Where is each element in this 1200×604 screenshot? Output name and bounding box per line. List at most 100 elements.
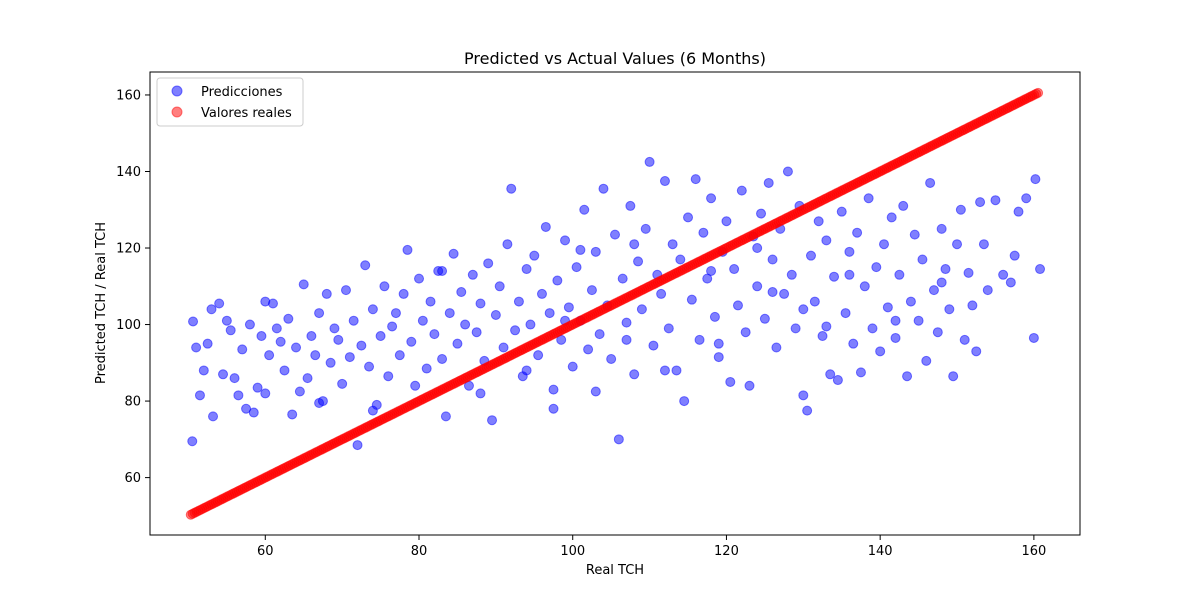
prediction-point [325, 357, 336, 368]
prediction-point [544, 308, 555, 319]
y-tick-label: 100 [116, 318, 141, 333]
prediction-point [314, 397, 325, 408]
prediction-point [563, 302, 574, 313]
prediction-point [817, 331, 828, 342]
prediction-point [579, 204, 590, 215]
y-tick-label: 160 [116, 88, 141, 103]
prediction-point [429, 329, 440, 340]
prediction-point [890, 332, 901, 343]
prediction-point [364, 361, 375, 372]
prediction-point [802, 405, 813, 416]
prediction-point [337, 378, 348, 389]
prediction-point [886, 212, 897, 223]
prediction-point [237, 344, 248, 355]
prediction-point [967, 300, 978, 311]
prediction-point [367, 304, 378, 315]
prediction-point [1005, 277, 1016, 288]
prediction-point [294, 386, 305, 397]
prediction-point [198, 365, 209, 376]
prediction-point [617, 273, 628, 284]
prediction-point [894, 269, 905, 280]
prediction-point [779, 288, 790, 299]
prediction-point [191, 342, 202, 353]
prediction-point [483, 258, 494, 269]
prediction-point [982, 285, 993, 296]
prediction-point [283, 313, 294, 324]
prediction-point [698, 227, 709, 238]
prediction-point [271, 323, 282, 334]
prediction-point [394, 350, 405, 361]
prediction-point [767, 287, 778, 298]
prediction-point [636, 304, 647, 315]
prediction-point [321, 288, 332, 299]
prediction-point [675, 254, 686, 265]
prediction-point [744, 380, 755, 391]
prediction-point [613, 434, 624, 445]
prediction-point [952, 239, 963, 250]
y-tick-label: 140 [116, 165, 141, 180]
prediction-point [955, 204, 966, 215]
prediction-point [456, 287, 467, 298]
prediction-point [1009, 250, 1020, 261]
prediction-point [475, 388, 486, 399]
prediction-point [683, 212, 694, 223]
prediction-point [798, 390, 809, 401]
x-tick-label: 100 [560, 544, 585, 559]
prediction-point [729, 264, 740, 275]
prediction-point [917, 254, 928, 265]
prediction-point [936, 223, 947, 234]
prediction-point [467, 269, 478, 280]
y-tick-label: 60 [124, 471, 141, 486]
prediction-point [836, 206, 847, 217]
prediction-point [548, 384, 559, 395]
prediction-point [867, 323, 878, 334]
prediction-point [187, 436, 198, 447]
prediction-point [529, 250, 540, 261]
prediction-point [898, 200, 909, 211]
prediction-point [798, 304, 809, 315]
prediction-point [402, 244, 413, 255]
prediction-point [902, 371, 913, 382]
prediction-point [575, 244, 586, 255]
prediction-point [706, 193, 717, 204]
prediction-point [706, 265, 717, 276]
prediction-point [621, 334, 632, 345]
prediction-point [360, 260, 371, 271]
prediction-point [756, 208, 767, 219]
prediction-point [540, 221, 551, 232]
prediction-point [963, 267, 974, 278]
prediction-point [252, 382, 263, 393]
prediction-point [640, 223, 651, 234]
prediction-point [679, 396, 690, 407]
prediction-point [1028, 332, 1039, 343]
prediction-point [686, 294, 697, 305]
prediction-point [291, 342, 302, 353]
y-tick-label: 120 [116, 242, 141, 257]
prediction-point [813, 216, 824, 227]
prediction-point [475, 298, 486, 309]
prediction-point [656, 288, 667, 299]
prediction-point [375, 331, 386, 342]
y-tick-label: 80 [124, 395, 141, 410]
x-tick-label: 160 [1021, 544, 1046, 559]
prediction-point [414, 273, 425, 284]
prediction-point [998, 269, 1009, 280]
prediction-point [905, 296, 916, 307]
prediction-point [978, 239, 989, 250]
prediction-point [625, 200, 636, 211]
prediction-point [909, 229, 920, 240]
prediction-point [264, 350, 275, 361]
prediction-point [663, 323, 674, 334]
prediction-point [921, 355, 932, 366]
prediction-point [398, 288, 409, 299]
prediction-point [932, 327, 943, 338]
legend-box [156, 77, 304, 127]
prediction-point [410, 380, 421, 391]
prediction-point [821, 321, 832, 332]
x-tick-label: 60 [257, 544, 274, 559]
prediction-point [437, 265, 448, 276]
prediction-point [437, 353, 448, 364]
prediction-point [925, 177, 936, 188]
